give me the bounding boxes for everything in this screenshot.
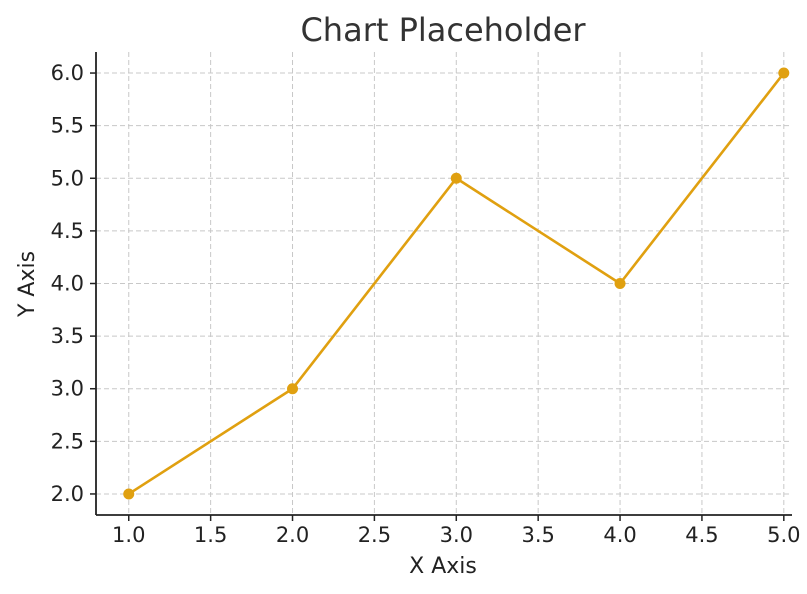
y-tick-label: 4.0 — [51, 272, 84, 296]
y-tick-label: 4.5 — [51, 219, 84, 243]
x-tick-label: 1.5 — [194, 523, 227, 547]
x-tick-label: 1.0 — [112, 523, 145, 547]
series — [123, 67, 790, 500]
x-tick-label: 2.0 — [276, 523, 309, 547]
y-tick-label: 5.0 — [51, 166, 84, 190]
data-point — [614, 278, 626, 289]
data-point — [450, 172, 462, 184]
x-tick-label: 4.5 — [685, 523, 718, 547]
chart-title: Chart Placeholder — [300, 11, 586, 49]
y-axis-label: Y Axis — [15, 251, 40, 318]
x-axis-label: X Axis — [409, 554, 477, 579]
data-point — [287, 383, 299, 395]
ticks: 1.0 1.5 2.0 2.5 3.0 3.5 4.0 4.5 5.0 2.0 2.5 3.0 3.5 4… — [51, 61, 801, 547]
x-tick-label: 3.0 — [440, 523, 473, 547]
y-tick-label: 2.0 — [51, 482, 84, 506]
x-tick-label: 5.0 — [767, 523, 800, 547]
grid — [96, 52, 792, 515]
x-tick-label: 4.0 — [603, 523, 636, 547]
y-tick-label: 3.5 — [51, 324, 84, 348]
y-tick-label: 6.0 — [51, 61, 84, 85]
data-point — [778, 67, 790, 79]
x-tick-label: 2.5 — [358, 523, 391, 547]
x-tick-label: 3.5 — [521, 523, 554, 547]
y-tick-label: 5.5 — [51, 114, 84, 138]
y-tick-label: 2.5 — [51, 429, 84, 453]
data-point — [123, 488, 135, 500]
y-tick-label: 3.0 — [51, 377, 84, 401]
